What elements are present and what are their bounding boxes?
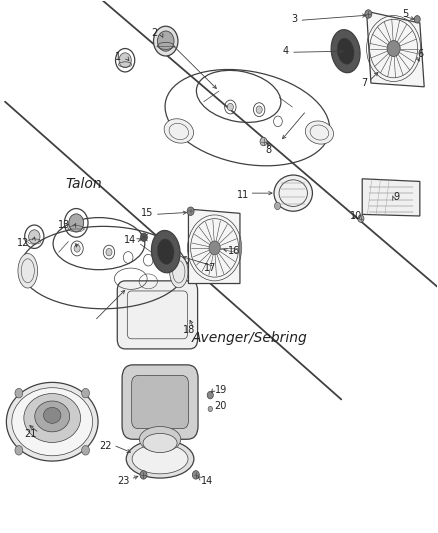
Ellipse shape bbox=[274, 175, 312, 211]
Text: 22: 22 bbox=[99, 441, 112, 451]
Circle shape bbox=[260, 138, 267, 146]
Text: 3: 3 bbox=[291, 14, 297, 25]
FancyBboxPatch shape bbox=[122, 365, 198, 439]
Text: 10: 10 bbox=[350, 211, 362, 221]
Circle shape bbox=[74, 245, 80, 252]
Circle shape bbox=[207, 391, 213, 399]
Text: 18: 18 bbox=[183, 325, 195, 335]
Text: 17: 17 bbox=[205, 263, 217, 272]
Ellipse shape bbox=[126, 440, 194, 478]
FancyBboxPatch shape bbox=[132, 375, 188, 429]
Text: 19: 19 bbox=[215, 385, 227, 395]
Ellipse shape bbox=[12, 387, 92, 456]
Circle shape bbox=[365, 10, 372, 18]
Ellipse shape bbox=[43, 407, 61, 423]
Circle shape bbox=[153, 26, 178, 56]
Circle shape bbox=[192, 471, 199, 479]
Circle shape bbox=[28, 230, 40, 244]
Text: 13: 13 bbox=[58, 220, 71, 230]
Circle shape bbox=[387, 41, 400, 56]
Ellipse shape bbox=[170, 256, 188, 288]
Ellipse shape bbox=[337, 38, 354, 64]
Ellipse shape bbox=[305, 121, 333, 144]
Ellipse shape bbox=[7, 382, 98, 461]
Circle shape bbox=[187, 207, 194, 215]
Text: 8: 8 bbox=[265, 144, 272, 155]
Circle shape bbox=[358, 215, 364, 222]
Circle shape bbox=[15, 446, 23, 455]
Circle shape bbox=[208, 406, 212, 411]
Ellipse shape bbox=[35, 401, 70, 432]
Ellipse shape bbox=[152, 230, 180, 273]
Ellipse shape bbox=[132, 444, 188, 474]
Ellipse shape bbox=[143, 433, 177, 453]
Polygon shape bbox=[367, 11, 424, 87]
Text: 12: 12 bbox=[17, 238, 29, 247]
FancyBboxPatch shape bbox=[117, 281, 198, 349]
Ellipse shape bbox=[18, 254, 38, 288]
Ellipse shape bbox=[139, 426, 181, 452]
Circle shape bbox=[15, 389, 23, 398]
Text: 16: 16 bbox=[228, 246, 240, 255]
Text: 15: 15 bbox=[141, 208, 153, 219]
Circle shape bbox=[157, 31, 174, 51]
Polygon shape bbox=[188, 209, 240, 284]
Text: 11: 11 bbox=[237, 190, 250, 200]
Text: 20: 20 bbox=[215, 401, 227, 411]
Text: 4: 4 bbox=[283, 46, 289, 56]
Circle shape bbox=[275, 202, 281, 209]
Ellipse shape bbox=[331, 30, 360, 72]
Text: Talon: Talon bbox=[65, 177, 102, 191]
Circle shape bbox=[414, 15, 420, 23]
Circle shape bbox=[209, 241, 220, 255]
Circle shape bbox=[140, 471, 147, 479]
Circle shape bbox=[81, 446, 89, 455]
Text: 7: 7 bbox=[361, 78, 367, 88]
Circle shape bbox=[106, 248, 112, 256]
Text: 1: 1 bbox=[115, 52, 121, 61]
Polygon shape bbox=[362, 179, 420, 216]
Ellipse shape bbox=[157, 239, 174, 264]
Circle shape bbox=[119, 53, 131, 68]
Text: 23: 23 bbox=[117, 476, 130, 486]
Ellipse shape bbox=[164, 119, 194, 143]
Circle shape bbox=[141, 233, 148, 241]
Text: 9: 9 bbox=[394, 192, 400, 203]
Circle shape bbox=[227, 103, 233, 111]
Circle shape bbox=[69, 214, 84, 232]
Text: 14: 14 bbox=[201, 476, 213, 486]
Text: 5: 5 bbox=[403, 9, 409, 19]
Circle shape bbox=[256, 106, 262, 114]
Text: Avenger/Sebring: Avenger/Sebring bbox=[192, 332, 307, 345]
Circle shape bbox=[81, 389, 89, 398]
Ellipse shape bbox=[24, 393, 81, 442]
Text: 21: 21 bbox=[24, 429, 36, 439]
Text: 2: 2 bbox=[152, 28, 158, 38]
Text: 14: 14 bbox=[124, 235, 136, 245]
Text: 6: 6 bbox=[418, 49, 424, 59]
